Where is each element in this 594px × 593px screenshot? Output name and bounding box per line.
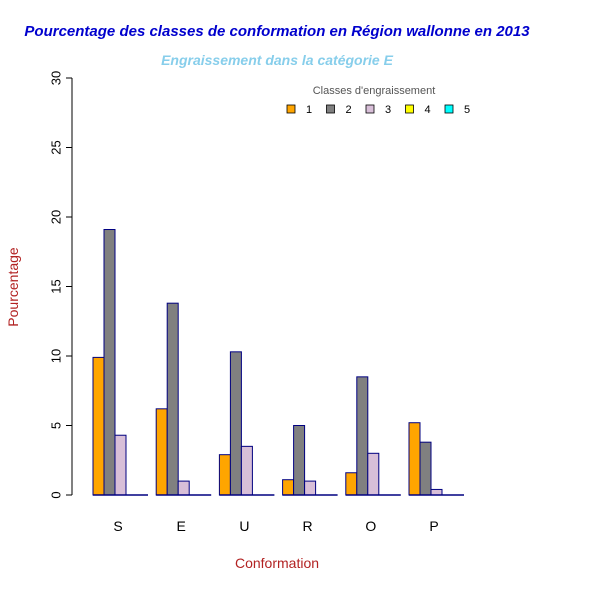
x-tick-label-R: R <box>303 518 313 534</box>
legend-items: 1 2 3 4 5 <box>286 104 470 116</box>
chart-subtitle: Engraissement dans la catégorie E <box>161 52 394 68</box>
bar-U-series-1 <box>218 454 231 496</box>
bar-P-series-1 <box>408 422 421 496</box>
bar-R-series-3 <box>304 480 317 496</box>
bar-P-series-3 <box>430 488 443 496</box>
x-axis-label: Conformation <box>235 555 319 571</box>
bar-O-series-3 <box>367 452 380 496</box>
x-tick-label-P: P <box>429 518 438 534</box>
legend-title: Classes d'engraissement <box>313 85 436 97</box>
legend-label-3: 3 <box>385 104 391 116</box>
legend-label-5: 5 <box>464 104 470 116</box>
bar-S-series-2 <box>103 229 116 496</box>
y-tick-label: 15 <box>49 279 64 293</box>
bar-P-series-2 <box>419 441 432 496</box>
y-tick-label: 20 <box>49 210 64 224</box>
y-tick-label: 0 <box>49 491 64 498</box>
bar-S-series-3 <box>114 434 127 496</box>
chart-title: Pourcentage des classes de conformation … <box>24 23 530 40</box>
x-tick-label-U: U <box>239 518 249 534</box>
bar-O-series-1 <box>345 472 358 496</box>
legend-label-2: 2 <box>346 104 352 116</box>
y-tick-label: 30 <box>49 71 64 85</box>
bars <box>92 229 443 496</box>
y-axis-label: Pourcentage <box>5 247 21 327</box>
legend-label-4: 4 <box>425 104 431 116</box>
legend-swatch-1 <box>286 104 296 114</box>
bar-E-series-1 <box>155 408 168 496</box>
x-tick-label-O: O <box>365 518 376 534</box>
legend-label-1: 1 <box>306 104 312 116</box>
bar-R-series-2 <box>293 425 306 496</box>
y-tick-label: 5 <box>49 422 64 429</box>
y-tick-label: 10 <box>49 349 64 363</box>
bar-R-series-1 <box>282 479 295 496</box>
x-tick-label-S: S <box>113 518 122 534</box>
y-axis-ticks: 0 5 10 15 20 25 30 <box>49 71 72 499</box>
bar-S-series-1 <box>92 356 105 496</box>
legend-swatch-5 <box>444 104 454 114</box>
legend-swatch-2 <box>326 104 335 114</box>
bar-U-series-3 <box>240 445 253 496</box>
bar-U-series-2 <box>229 351 242 496</box>
legend: Classes d'engraissement 1 2 3 4 5 <box>286 85 470 116</box>
y-tick-label: 25 <box>49 140 64 154</box>
bar-E-series-3 <box>177 480 190 496</box>
bar-E-series-2 <box>166 302 179 496</box>
legend-swatch-3 <box>365 104 375 114</box>
legend-swatch-4 <box>405 104 414 114</box>
x-tick-label-E: E <box>177 518 186 534</box>
bar-O-series-2 <box>356 376 369 496</box>
